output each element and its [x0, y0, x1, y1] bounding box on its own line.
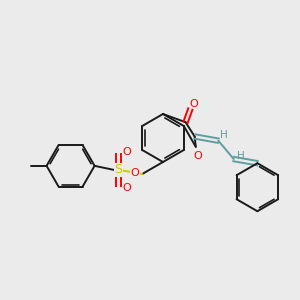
Text: H: H: [220, 130, 228, 140]
Text: H: H: [237, 151, 244, 161]
Text: O: O: [131, 168, 140, 178]
Text: O: O: [189, 99, 198, 109]
Text: O: O: [122, 147, 131, 157]
Text: O: O: [194, 151, 202, 161]
Text: S: S: [115, 163, 123, 176]
Text: O: O: [122, 183, 131, 193]
